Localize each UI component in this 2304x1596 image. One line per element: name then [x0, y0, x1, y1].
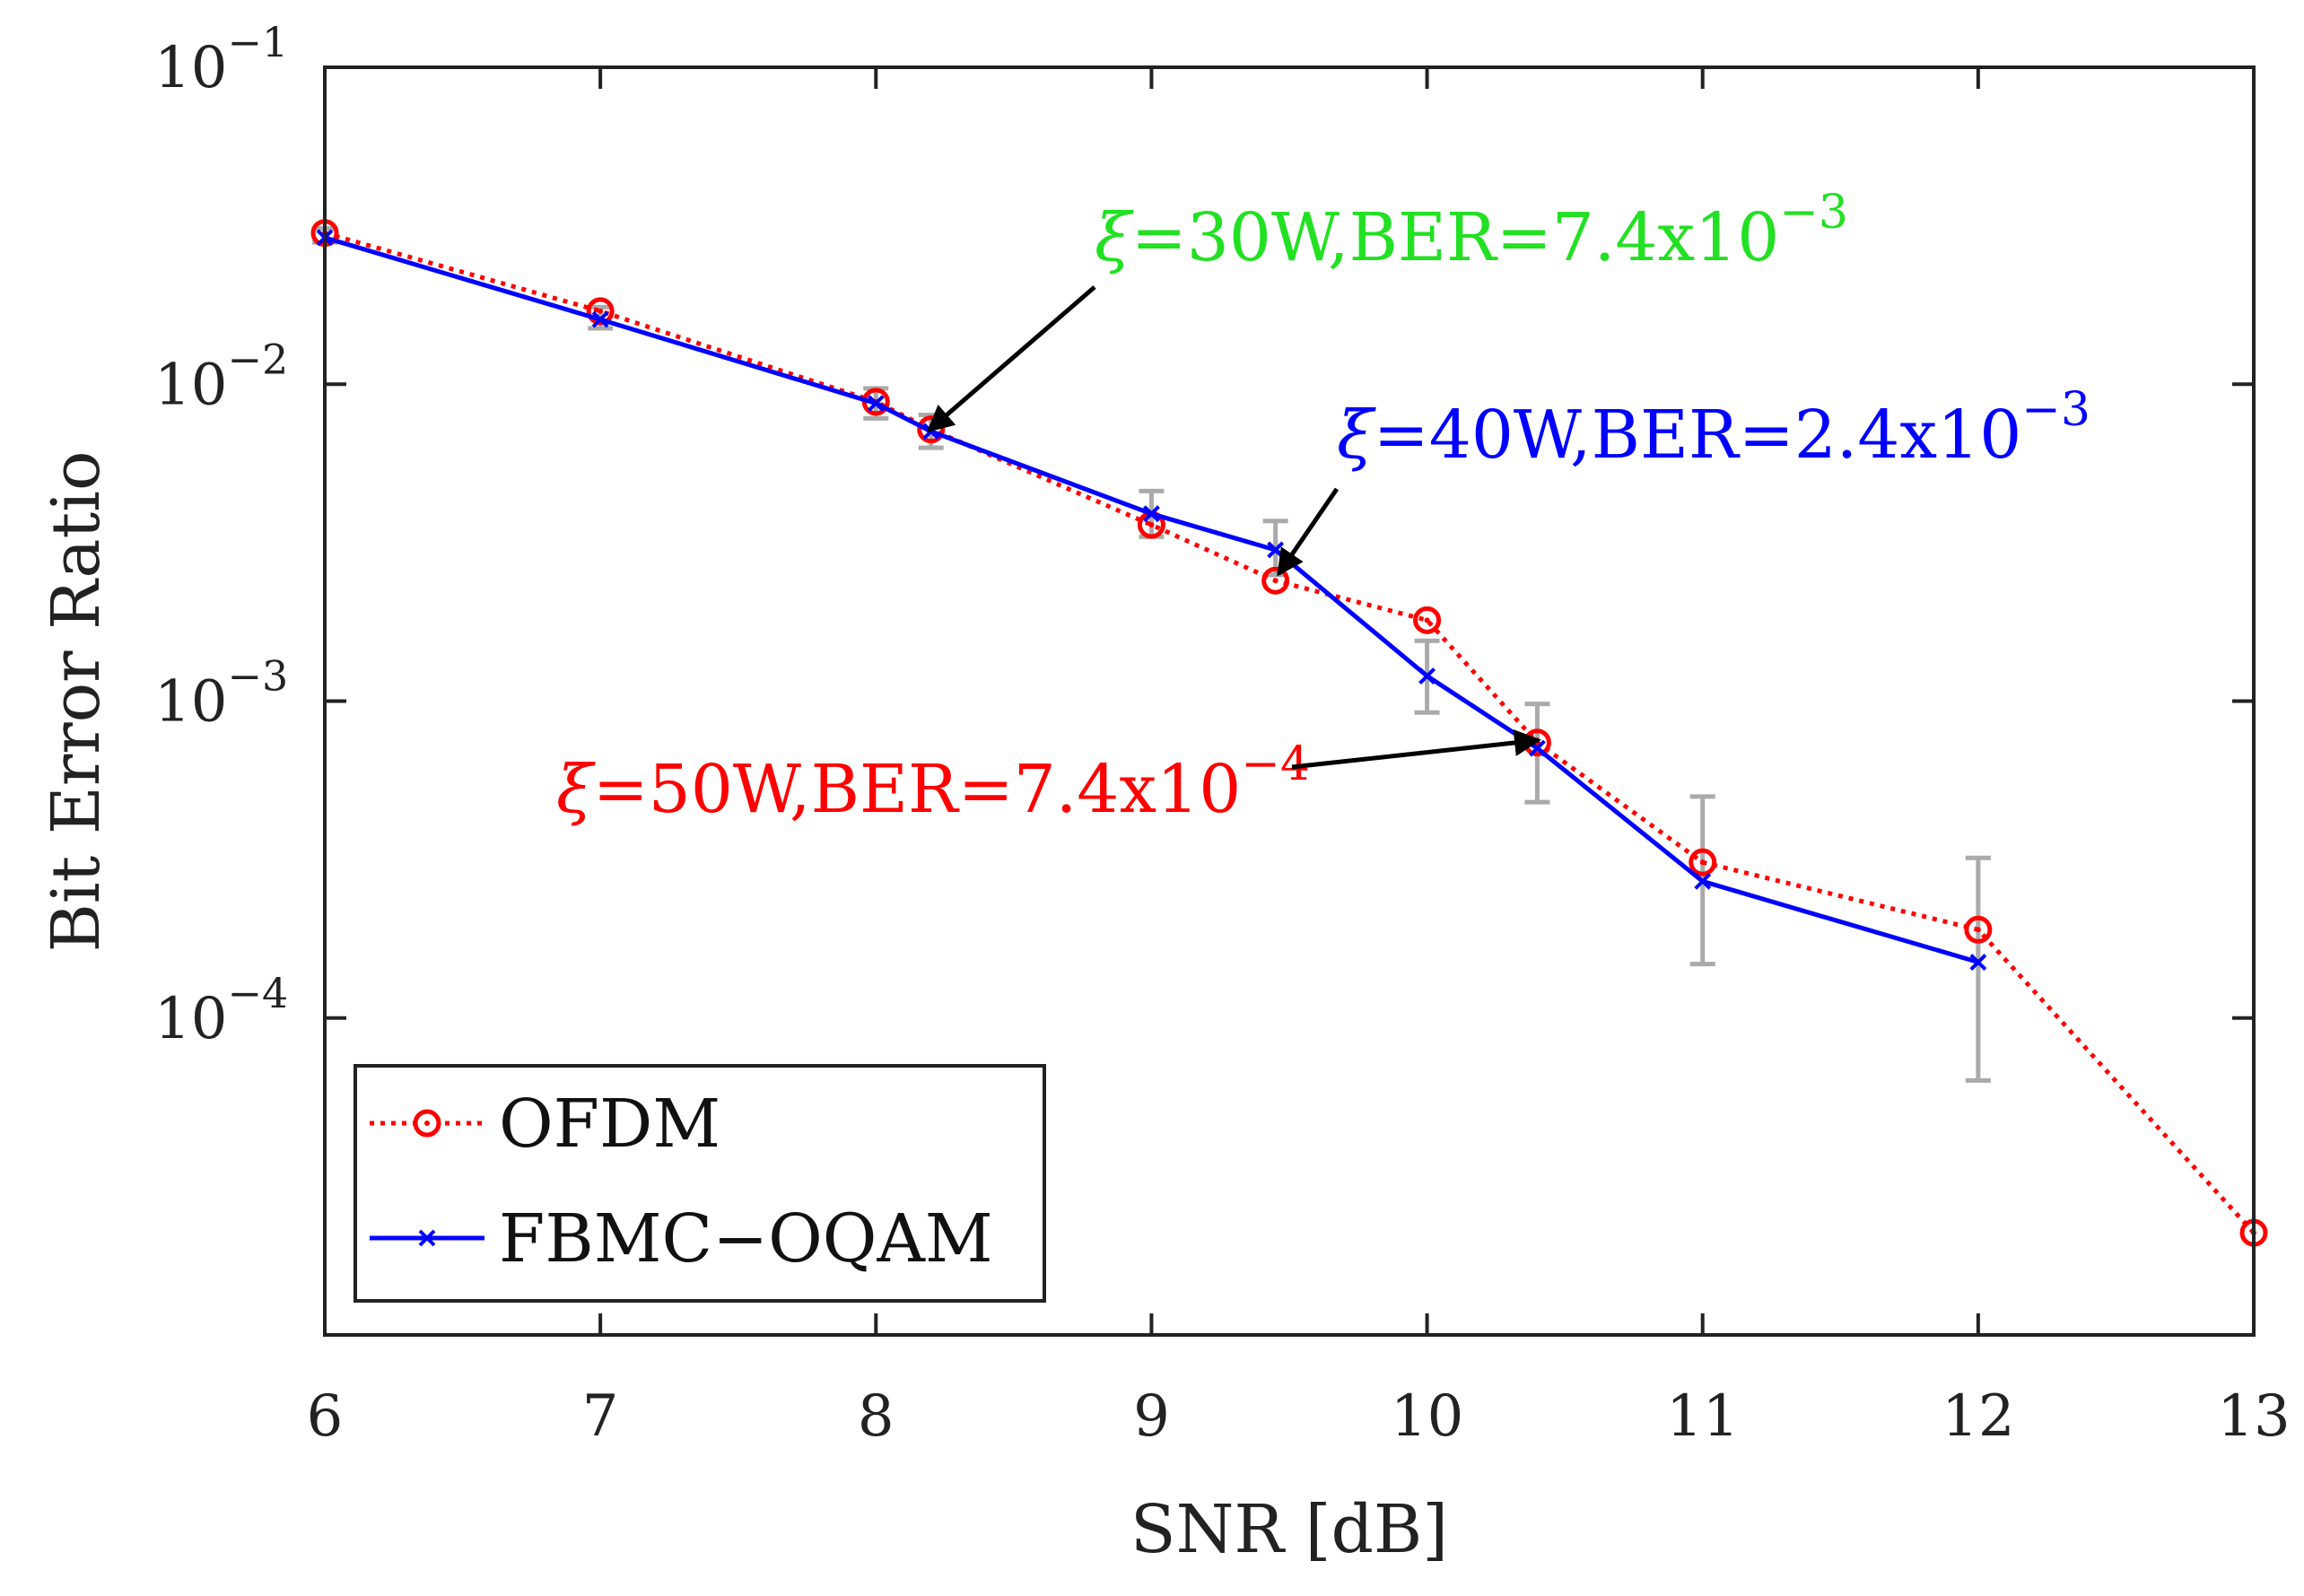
- series-line-fbmcoqam: [324, 235, 1979, 964]
- data-series: [310, 219, 2268, 1247]
- annotation-arrow: [1291, 729, 1541, 770]
- fbmc-point: [1694, 872, 1712, 890]
- y-tick-label: 10−3: [154, 652, 288, 736]
- y-tick-label: 10−1: [154, 18, 288, 101]
- ofdm-point-center: [1975, 927, 1981, 933]
- ofdm-point: [586, 297, 615, 326]
- ofdm-point-center: [1424, 617, 1430, 624]
- x-tick-label: 13: [2217, 1383, 2290, 1450]
- ofdm-point: [1689, 848, 1717, 876]
- fbmc-point: [1143, 505, 1160, 523]
- x-tick-label: 6: [307, 1383, 344, 1450]
- annotation-arrow: [1276, 487, 1340, 577]
- x-tick-label: 10: [1391, 1383, 1463, 1450]
- x-axis-label: SNR [dB]: [1130, 1491, 1448, 1568]
- legend-marker-center: [424, 1121, 430, 1126]
- legend-box: [353, 1064, 1046, 1303]
- ofdm-point-center: [1272, 578, 1279, 584]
- legend-entry: FBMC−OQAM: [499, 1200, 993, 1278]
- y-axis-label: Bit Error Ratio: [38, 450, 115, 952]
- annotation-label: ξ=40W,BER=2.4x10−3: [1337, 383, 2090, 474]
- annotation-label: ξ=50W,BER=7.4x10−4: [556, 737, 1310, 828]
- ofdm-point-center: [1148, 521, 1155, 528]
- annotation-label: ξ=30W,BER=7.4x10−3: [1095, 186, 1848, 276]
- x-tick-label: 9: [1133, 1383, 1170, 1450]
- ofdm-point: [1964, 915, 1993, 944]
- fbmc-point: [1969, 954, 1987, 971]
- fbmc-point: [591, 310, 609, 328]
- y-tick-label: 10−4: [154, 969, 288, 1052]
- ofdm-point: [1413, 606, 1442, 634]
- fbmc-point: [867, 395, 885, 413]
- legend-marker: [418, 1229, 436, 1247]
- ofdm-point: [1261, 566, 1290, 595]
- ofdm-point-center: [598, 308, 604, 314]
- x-tick-label: 7: [582, 1383, 619, 1450]
- x-tick-label: 12: [1942, 1383, 2014, 1450]
- legend: OFDM FBMC−OQAM: [353, 1064, 1046, 1303]
- x-tick-label: 11: [1666, 1383, 1739, 1450]
- annotation-arrow: [926, 285, 1096, 432]
- annotations: ξ=30W,BER=7.4x10−3 ξ=40W,BER=2.4x10−3 ξ=50…: [556, 186, 2090, 828]
- legend-entry: OFDM: [499, 1086, 720, 1163]
- y-tick-label: 10−2: [154, 335, 288, 418]
- fbmc-point: [1418, 667, 1436, 685]
- x-tick-label: 8: [858, 1383, 895, 1450]
- ofdm-point-center: [1699, 859, 1706, 866]
